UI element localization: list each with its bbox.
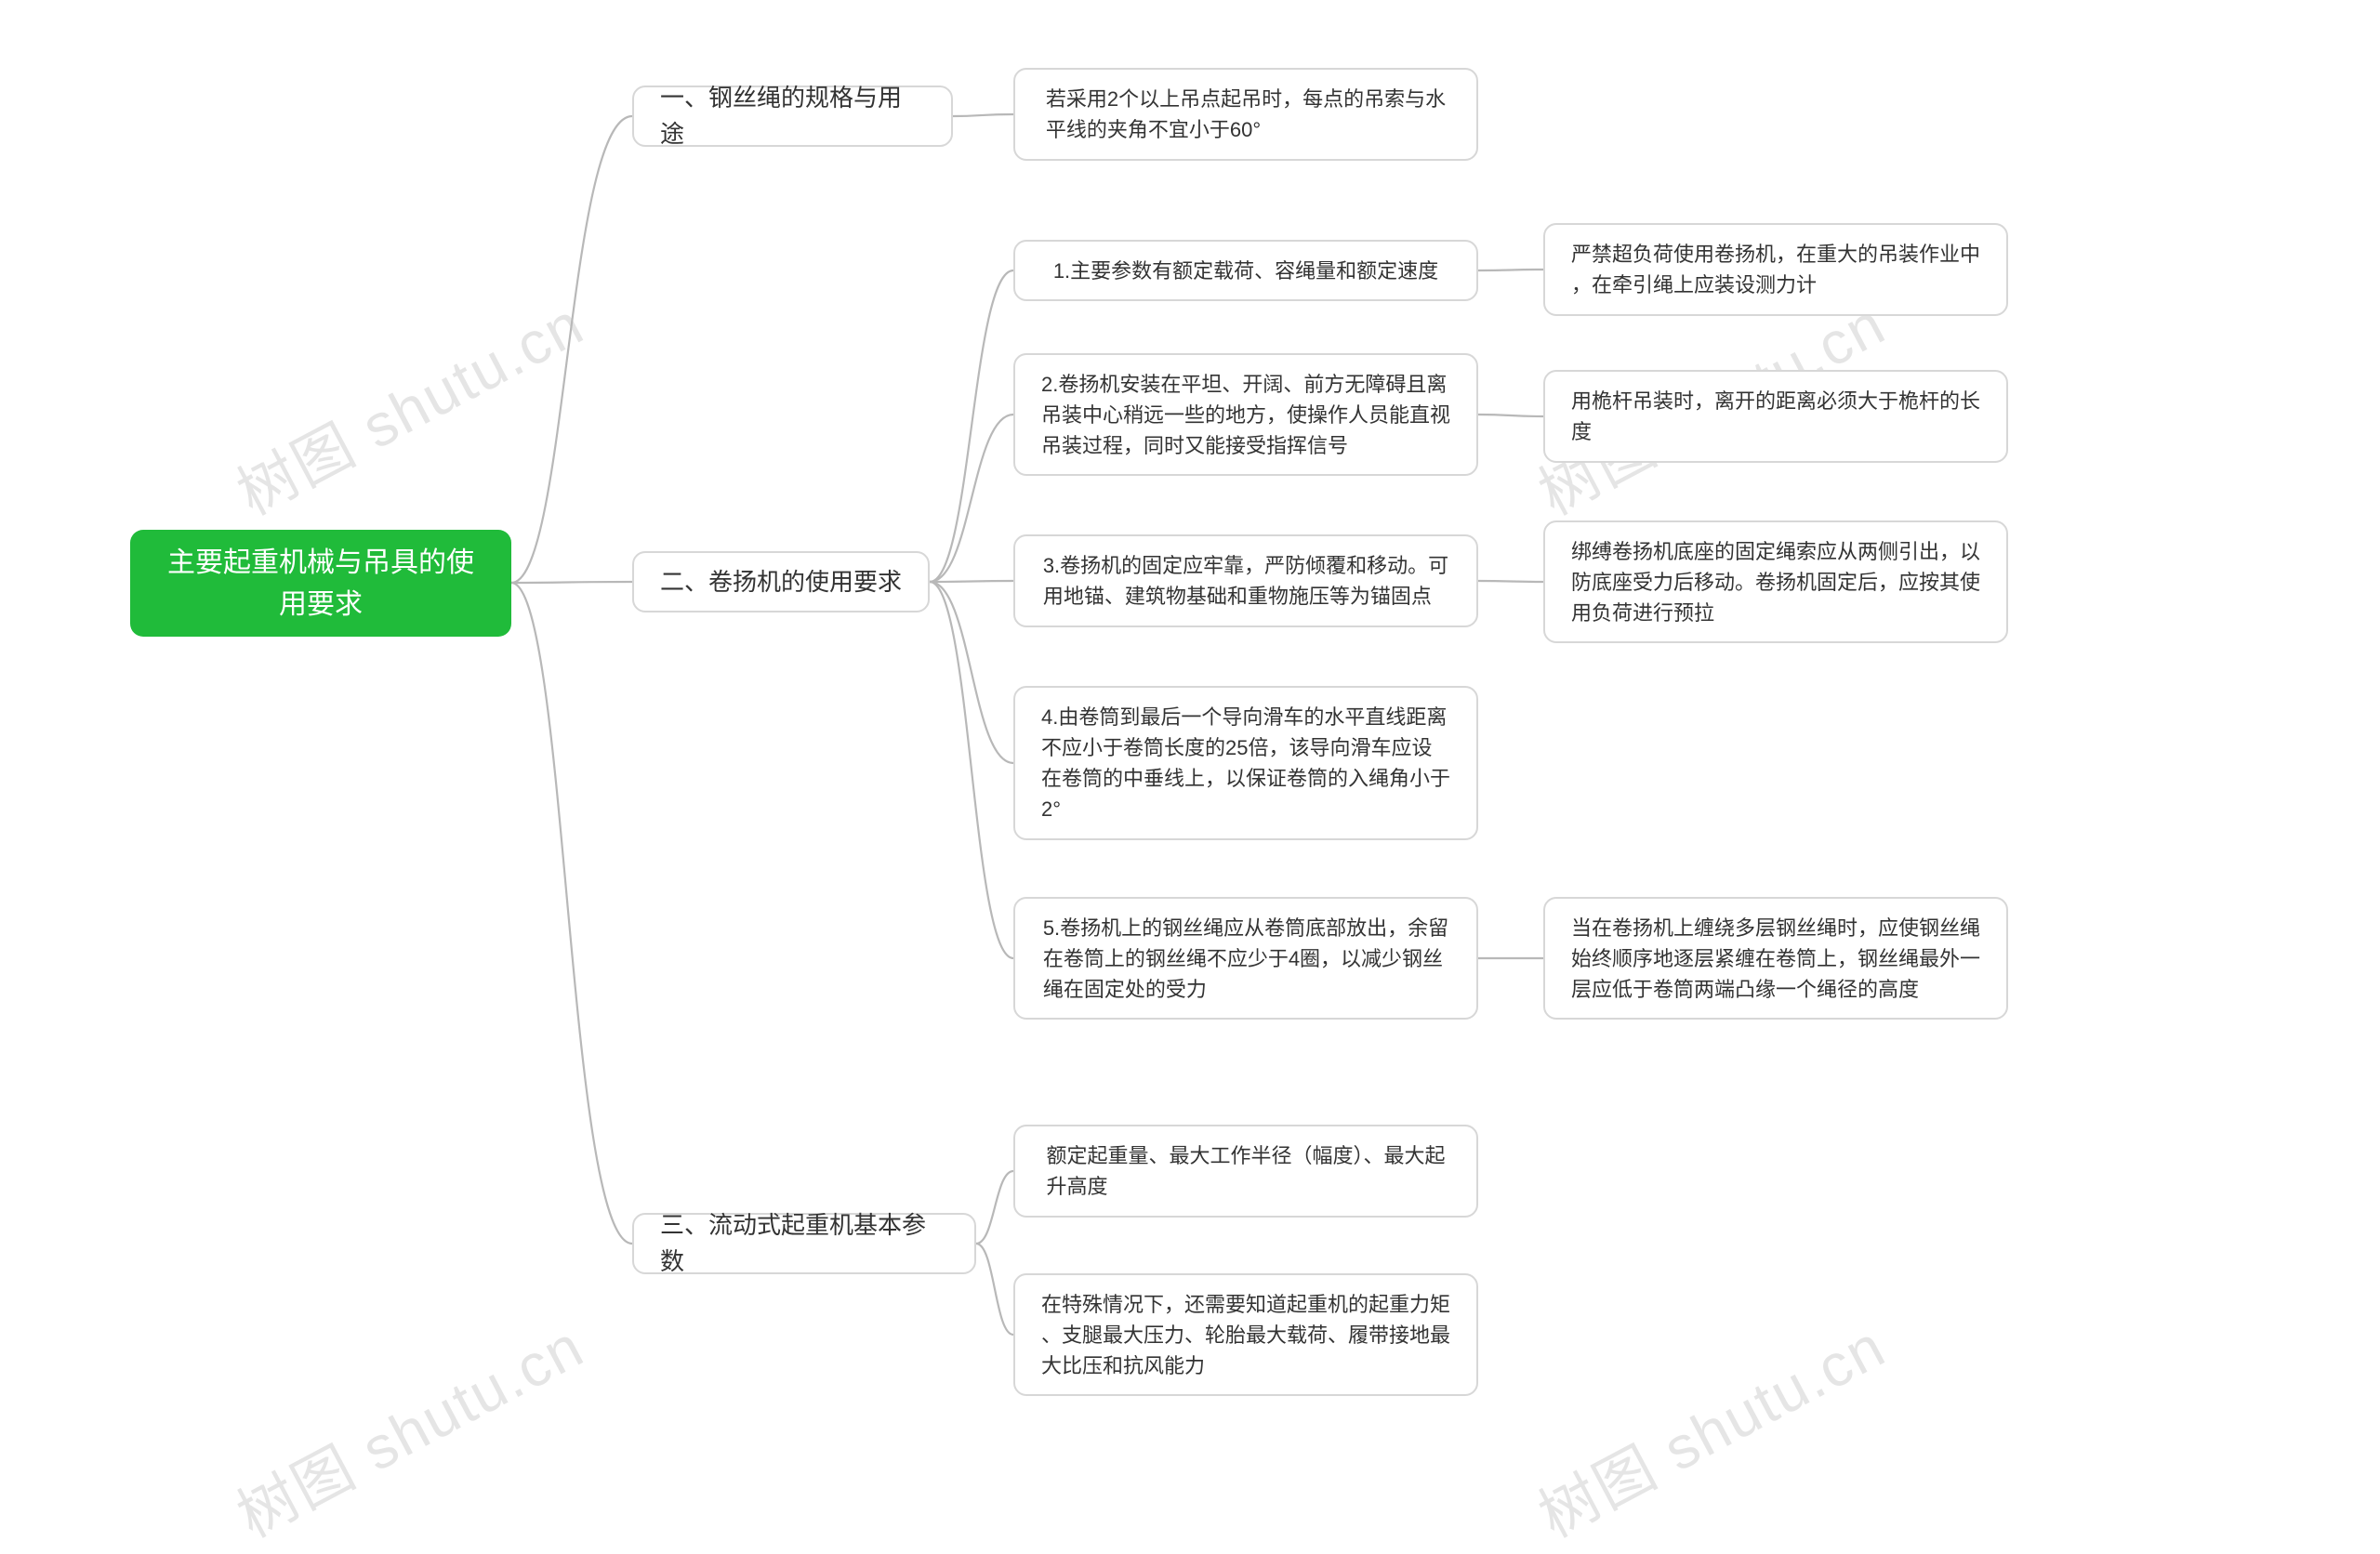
node-label: 当在卷扬机上缠绕多层钢丝绳时，应使钢丝绳始终顺序地逐层紧缠在卷筒上，钢丝绳最外一… — [1571, 913, 1980, 1005]
node-label: 绑缚卷扬机底座的固定绳索应从两侧引出，以防底座受力后移动。卷扬机固定后，应按其使… — [1571, 536, 1980, 628]
node-label: 4.由卷筒到最后一个导向滑车的水平直线距离不应小于卷筒长度的25倍，该导向滑车应… — [1041, 702, 1450, 824]
node-section-2-item-3[interactable]: 3.卷扬机的固定应牢靠，严防倾覆和移动。可用地锚、建筑物基础和重物施压等为锚固点 — [1013, 534, 1478, 627]
node-section-2-item-1[interactable]: 1.主要参数有额定载荷、容绳量和额定速度 — [1013, 240, 1478, 301]
node-label: 用桅杆吊装时，离开的距离必须大于桅杆的长度 — [1571, 386, 1980, 447]
node-section-1-detail[interactable]: 若采用2个以上吊点起吊时，每点的吊索与水平线的夹角不宜小于60° — [1013, 68, 1478, 161]
node-label: 5.卷扬机上的钢丝绳应从卷筒底部放出，余留在卷筒上的钢丝绳不应少于4圈，以减少钢… — [1043, 913, 1448, 1005]
node-section-2[interactable]: 二、卷扬机的使用要求 — [632, 551, 930, 612]
node-section-2-item-2-detail[interactable]: 用桅杆吊装时，离开的距离必须大于桅杆的长度 — [1543, 370, 2008, 463]
root-label: 主要起重机械与吊具的使用要求 — [167, 542, 474, 626]
node-section-2-item-3-detail[interactable]: 绑缚卷扬机底座的固定绳索应从两侧引出，以防底座受力后移动。卷扬机固定后，应按其使… — [1543, 520, 2008, 643]
node-section-3-item-2[interactable]: 在特殊情况下，还需要知道起重机的起重力矩、支腿最大压力、轮胎最大载荷、履带接地最… — [1013, 1273, 1478, 1396]
node-section-1[interactable]: 一、钢丝绳的规格与用途 — [632, 86, 953, 147]
node-section-2-item-5-detail[interactable]: 当在卷扬机上缠绕多层钢丝绳时，应使钢丝绳始终顺序地逐层紧缠在卷筒上，钢丝绳最外一… — [1543, 897, 2008, 1020]
node-label: 三、流动式起重机基本参数 — [660, 1207, 948, 1280]
node-label: 严禁超负荷使用卷扬机，在重大的吊装作业中，在牵引绳上应装设测力计 — [1571, 239, 1980, 300]
mindmap-root[interactable]: 主要起重机械与吊具的使用要求 — [130, 530, 511, 637]
node-section-2-item-5[interactable]: 5.卷扬机上的钢丝绳应从卷筒底部放出，余留在卷筒上的钢丝绳不应少于4圈，以减少钢… — [1013, 897, 1478, 1020]
node-label: 3.卷扬机的固定应牢靠，严防倾覆和移动。可用地锚、建筑物基础和重物施压等为锚固点 — [1043, 550, 1448, 612]
node-section-2-item-1-detail[interactable]: 严禁超负荷使用卷扬机，在重大的吊装作业中，在牵引绳上应装设测力计 — [1543, 223, 2008, 316]
node-label: 1.主要参数有额定载荷、容绳量和额定速度 — [1053, 256, 1438, 286]
node-section-2-item-2[interactable]: 2.卷扬机安装在平坦、开阔、前方无障碍且离吊装中心稍远一些的地方，使操作人员能直… — [1013, 353, 1478, 476]
node-label: 若采用2个以上吊点起吊时，每点的吊索与水平线的夹角不宜小于60° — [1046, 84, 1446, 145]
watermark: 树图 shutu.cn — [220, 1299, 597, 1554]
watermark: 树图 shutu.cn — [1522, 1299, 1898, 1554]
node-label: 二、卷扬机的使用要求 — [660, 564, 902, 600]
node-section-2-item-4[interactable]: 4.由卷筒到最后一个导向滑车的水平直线距离不应小于卷筒长度的25倍，该导向滑车应… — [1013, 686, 1478, 840]
node-section-3[interactable]: 三、流动式起重机基本参数 — [632, 1213, 976, 1274]
node-label: 额定起重量、最大工作半径（幅度）、最大起升高度 — [1046, 1140, 1445, 1202]
node-section-3-item-1[interactable]: 额定起重量、最大工作半径（幅度）、最大起升高度 — [1013, 1125, 1478, 1218]
watermark: 树图 shutu.cn — [220, 277, 597, 532]
node-label: 2.卷扬机安装在平坦、开阔、前方无障碍且离吊装中心稍远一些的地方，使操作人员能直… — [1041, 369, 1450, 461]
node-label: 一、钢丝绳的规格与用途 — [660, 80, 925, 152]
node-label: 在特殊情况下，还需要知道起重机的起重力矩、支腿最大压力、轮胎最大载荷、履带接地最… — [1041, 1289, 1450, 1381]
